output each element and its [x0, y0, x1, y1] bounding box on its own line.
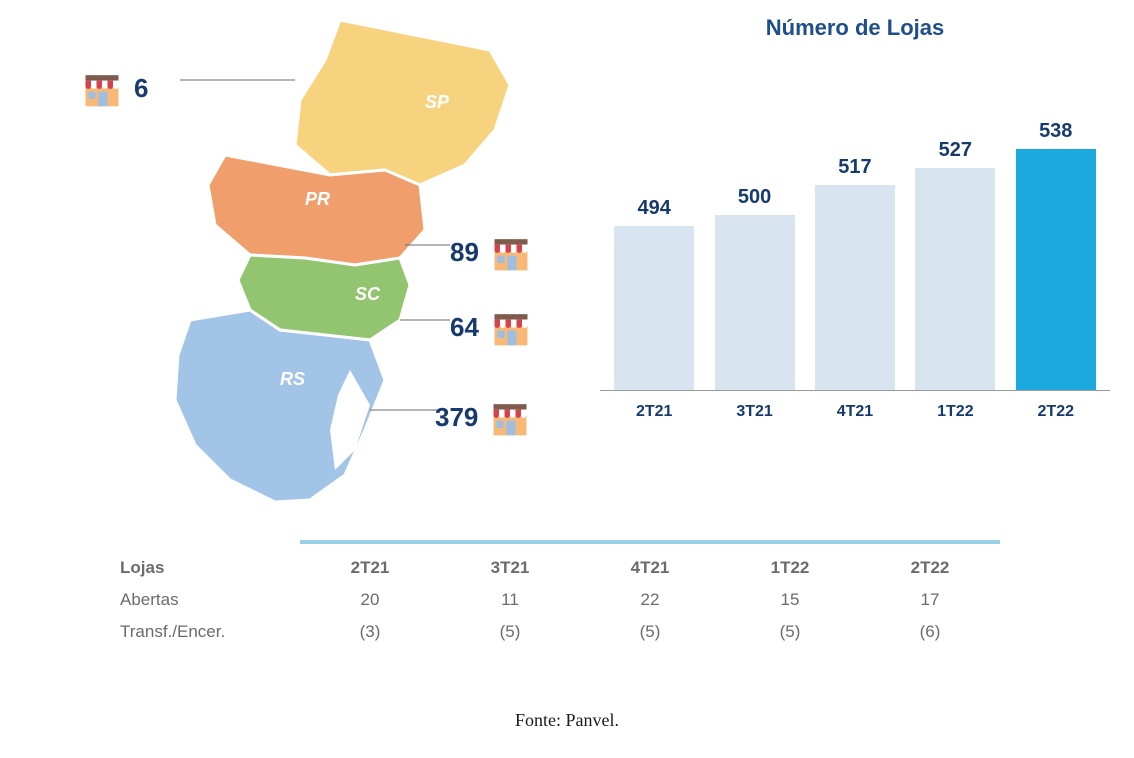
- x-axis-label: 2T22: [1016, 403, 1096, 421]
- table-cell: 22: [580, 590, 720, 610]
- store-callout-rs: 379: [435, 395, 532, 439]
- table-cell: (5): [580, 622, 720, 642]
- state-shape-sp: [295, 20, 510, 185]
- table-cell: 17: [860, 590, 1000, 610]
- table-column-header: 1T22: [720, 558, 860, 578]
- table-row-label: Abertas: [120, 590, 300, 610]
- x-axis-labels: 2T21 3T21 4T21 1T22 2T22: [600, 403, 1110, 421]
- bar-value-label: 538: [1039, 120, 1072, 143]
- table-cell: (5): [440, 622, 580, 642]
- store-count: 6: [134, 73, 148, 104]
- stores-table: Lojas 2T213T214T211T222T22 Abertas201122…: [120, 540, 1000, 654]
- table-header-label: Lojas: [120, 558, 300, 578]
- store-callout-pr: 89: [450, 230, 533, 274]
- x-axis-label: 3T21: [715, 403, 795, 421]
- table-column-header: 2T21: [300, 558, 440, 578]
- store-icon: [489, 230, 533, 274]
- table-header-row: Lojas 2T213T214T211T222T22: [120, 558, 1000, 578]
- map-panel: SP PR SC RS 689: [40, 10, 580, 510]
- table-column-header: 4T21: [580, 558, 720, 578]
- bar-rect: [815, 185, 895, 390]
- bar-rect: [1016, 149, 1096, 391]
- bar-value-label: 494: [638, 197, 671, 220]
- bar-rect: [614, 226, 694, 391]
- store-icon: [489, 305, 533, 349]
- source-caption: Fonte: Panvel.: [0, 710, 1134, 731]
- store-count: 379: [435, 402, 478, 433]
- table-cell: 20: [300, 590, 440, 610]
- x-axis-label: 4T21: [815, 403, 895, 421]
- table-cell: (3): [300, 622, 440, 642]
- table-divider: [300, 540, 1000, 544]
- store-icon: [488, 395, 532, 439]
- table-row-label: Transf./Encer.: [120, 622, 300, 642]
- infographic-root: SP PR SC RS 689: [0, 0, 1134, 758]
- bars-container: 494 500 517 527 538: [600, 71, 1110, 391]
- table-cell: (6): [860, 622, 1000, 642]
- bar-4T21: 517: [815, 156, 895, 390]
- bar-1T22: 527: [915, 139, 995, 390]
- chart-title: Número de Lojas: [600, 15, 1110, 41]
- bar-rect: [915, 168, 995, 390]
- table-cell: 15: [720, 590, 860, 610]
- table-cell: 11: [440, 590, 580, 610]
- bar-3T21: 500: [715, 186, 795, 390]
- table-cell: (5): [720, 622, 860, 642]
- store-callout-sp: 6: [80, 66, 148, 110]
- bar-rect: [715, 215, 795, 390]
- bar-2T22: 538: [1016, 120, 1096, 391]
- store-count: 64: [450, 312, 479, 343]
- store-callout-sc: 64: [450, 305, 533, 349]
- bar-2T21: 494: [614, 197, 694, 391]
- x-axis-label: 2T21: [614, 403, 694, 421]
- x-axis-label: 1T22: [915, 403, 995, 421]
- store-icon: [80, 66, 124, 110]
- table-row: Transf./Encer.(3)(5)(5)(5)(6): [120, 622, 1000, 642]
- table-row: Abertas2011221517: [120, 590, 1000, 610]
- table-column-header: 3T21: [440, 558, 580, 578]
- bar-value-label: 527: [939, 139, 972, 162]
- bar-value-label: 517: [838, 156, 871, 179]
- stores-bar-chart: Número de Lojas 494 500 517 527 538 2T21 3T21…: [600, 15, 1110, 435]
- bar-value-label: 500: [738, 186, 771, 209]
- table-column-header: 2T22: [860, 558, 1000, 578]
- store-count: 89: [450, 237, 479, 268]
